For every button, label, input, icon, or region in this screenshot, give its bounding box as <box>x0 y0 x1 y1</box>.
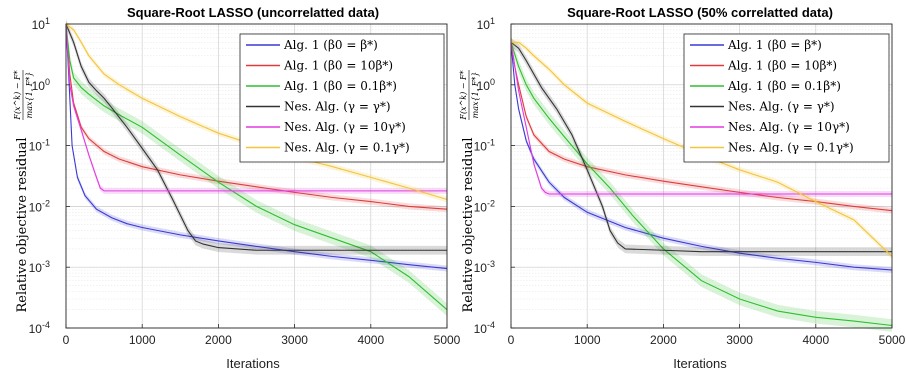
series-line <box>510 42 892 195</box>
legend-entry: Nes. Alg. (γ = 0.1γ*) <box>728 141 854 155</box>
y-axis-label: Relative objective residual F(x^k) − F* … <box>459 70 480 313</box>
legend-entry: Alg. 1 (β0 = β*) <box>283 38 378 52</box>
y-tick-label: 10-3 <box>29 259 50 275</box>
y-tick-label: 10-4 <box>474 320 495 336</box>
x-axis-label: Iterations <box>226 356 280 371</box>
axes-box <box>510 23 893 329</box>
x-axis-label: Iterations <box>673 356 727 371</box>
series-line <box>510 41 892 253</box>
y-tick-label: 10-2 <box>29 198 50 214</box>
series-group <box>510 35 893 332</box>
y-axis-label-numerator: F(x^k) − F* <box>459 70 468 120</box>
chart-title: Square-Root LASSO (uncorrelatted data) <box>127 5 379 20</box>
x-tick-label: 2000 <box>205 333 232 347</box>
x-tick-label: 1000 <box>574 333 601 347</box>
series-line <box>510 42 893 327</box>
y-tick-label: 100 <box>32 77 50 93</box>
y-tick-label: 101 <box>477 16 495 32</box>
x-tick-label: 3000 <box>281 333 308 347</box>
axes-box <box>65 23 448 329</box>
x-tick-label: 2000 <box>650 333 677 347</box>
series-band <box>66 17 447 317</box>
y-axis-label-denominator: max{1, F*} <box>471 72 480 119</box>
legend-entry: Alg. 1 (β0 = 10β*) <box>283 59 393 73</box>
series-line <box>65 23 448 270</box>
y-ticks: 101 100 10-1 10-2 10-3 10-4 <box>474 16 515 336</box>
y-tick-label: 100 <box>477 77 495 93</box>
series-line <box>510 42 893 212</box>
series-group <box>65 17 448 317</box>
series-line <box>65 23 448 311</box>
legend-entry: Alg. 1 (β0 = β*) <box>727 38 822 52</box>
series-line <box>65 23 448 200</box>
x-tick-label: 5000 <box>434 333 461 347</box>
y-axis-label: Relative objective residual F(x^k) − F* … <box>13 70 34 313</box>
x-tick-label: 4000 <box>357 333 384 347</box>
x-ticks: 0 1000 2000 3000 4000 5000 <box>508 324 906 347</box>
y-axis-label-denominator: max{1, F*} <box>25 72 34 119</box>
series-line <box>511 41 893 257</box>
y-axis-label-numerator: F(x^k) − F* <box>13 70 22 120</box>
legend: Alg. 1 (β0 = β*) Alg. 1 (β0 = 10β*) Alg. 1… <box>239 33 445 163</box>
legend: Alg. 1 (β0 = β*) Alg. 1 (β0 = 10β*) Alg. 1… <box>683 33 890 163</box>
y-tick-label: 10-1 <box>474 138 495 154</box>
legend-entry: Nes. Alg. (γ = 0.1γ*) <box>284 141 410 155</box>
y-ticks: 101 100 10-1 10-2 10-3 10-4 <box>29 16 70 336</box>
y-axis-label-text: Relative objective residual <box>15 138 30 313</box>
x-tick-label: 3000 <box>726 333 753 347</box>
y-tick-label: 10-4 <box>29 320 50 336</box>
x-tick-label: 0 <box>508 333 515 347</box>
series-band <box>511 39 892 214</box>
legend-entry: Alg. 1 (β0 = 10β*) <box>727 59 837 73</box>
chart-title: Square-Root LASSO (50% correlatted data) <box>567 5 833 20</box>
x-tick-label: 5000 <box>879 333 906 347</box>
legend-entry: Alg. 1 (β0 = 0.1β*) <box>727 79 841 93</box>
series-line <box>65 23 447 251</box>
y-tick-label: 10-3 <box>474 259 495 275</box>
series-line <box>65 23 448 210</box>
legend-entry: Nes. Alg. (γ = γ*) <box>284 100 391 114</box>
legend-entry: Nes. Alg. (γ = 10γ*) <box>284 120 406 134</box>
legend-box <box>683 33 890 163</box>
legend-entry: Nes. Alg. (γ = 10γ*) <box>728 120 850 134</box>
y-tick-label: 10-1 <box>29 138 50 154</box>
x-ticks: 0 1000 2000 3000 4000 5000 <box>63 324 461 347</box>
legend-box <box>239 33 445 163</box>
x-tick-label: 1000 <box>129 333 156 347</box>
chart-panel-correlated: Square-Root LASSO (50% correlatted data)… <box>459 5 906 371</box>
legend-entry: Nes. Alg. (γ = γ*) <box>728 100 835 114</box>
x-tick-label: 4000 <box>802 333 829 347</box>
legend-entry: Alg. 1 (β0 = 0.1β*) <box>283 79 397 93</box>
chart-panel-uncorrelated: Square-Root LASSO (uncorrelatted data) I… <box>13 5 461 371</box>
y-tick-label: 10-2 <box>474 198 495 214</box>
y-axis-label-text: Relative objective residual <box>461 138 476 313</box>
y-tick-label: 101 <box>32 16 50 32</box>
series-line <box>65 23 447 192</box>
x-tick-label: 0 <box>63 333 70 347</box>
